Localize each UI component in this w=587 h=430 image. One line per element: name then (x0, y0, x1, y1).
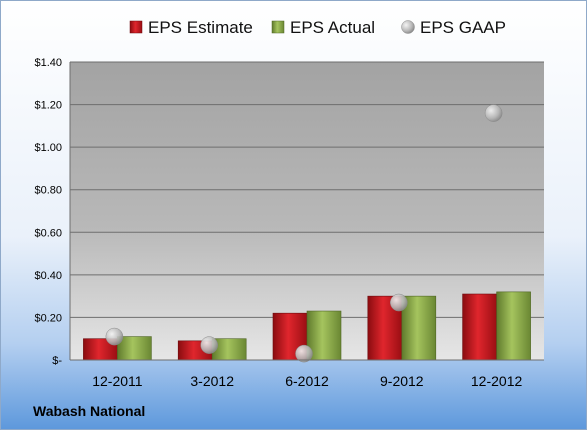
y-tick-label: $1.00 (34, 142, 62, 154)
eps-estimate-bar (462, 293, 497, 361)
eps-gaap-point (484, 104, 503, 122)
eps-gaap-point (200, 336, 218, 354)
eps-gaap-point (390, 293, 408, 312)
gridlines (70, 61, 544, 318)
eps-actual-bar (306, 310, 342, 361)
x-tick-label: 6-2012 (285, 373, 329, 389)
x-tick-label: 3-2012 (190, 373, 234, 389)
company-name: Wabash National (33, 403, 145, 419)
legend: EPS Estimate EPS Actual EPS GAAP (129, 18, 506, 37)
legend-label: EPS GAAP (420, 18, 506, 37)
gaap-points (105, 104, 503, 363)
legend-label: EPS Actual (290, 18, 375, 37)
y-tick-label: $1.20 (34, 100, 62, 112)
x-tick-label: 12-2011 (92, 373, 143, 389)
x-tick-label: 12-2012 (471, 373, 523, 389)
legend-label: EPS Estimate (148, 18, 253, 37)
eps-gaap-point (105, 327, 124, 346)
y-tick-label: $1.40 (34, 57, 62, 69)
bars (83, 291, 531, 361)
y-tick-label: $0.60 (34, 227, 62, 239)
eps-actual-bar (401, 295, 437, 361)
eps-actual-bar (117, 336, 152, 361)
y-axis: $- $0.20 $0.40 $0.60 $0.80 $1.00 $1.20 $1.40 (34, 57, 71, 367)
legend-estimate-swatch (129, 20, 143, 34)
y-tick-label: $- (52, 355, 62, 367)
y-tick-label: $0.20 (34, 312, 62, 324)
eps-gaap-point (295, 344, 313, 363)
y-tick-label: $0.80 (34, 185, 62, 197)
legend-gaap-swatch (401, 20, 415, 34)
legend-actual-swatch (271, 20, 285, 34)
x-tick-label: 9-2012 (380, 373, 424, 389)
x-axis: 12-2011 3-2012 6-2012 9-2012 12-2012 (70, 359, 544, 389)
eps-actual-bar (496, 291, 531, 361)
y-tick-label: $0.40 (34, 270, 62, 282)
